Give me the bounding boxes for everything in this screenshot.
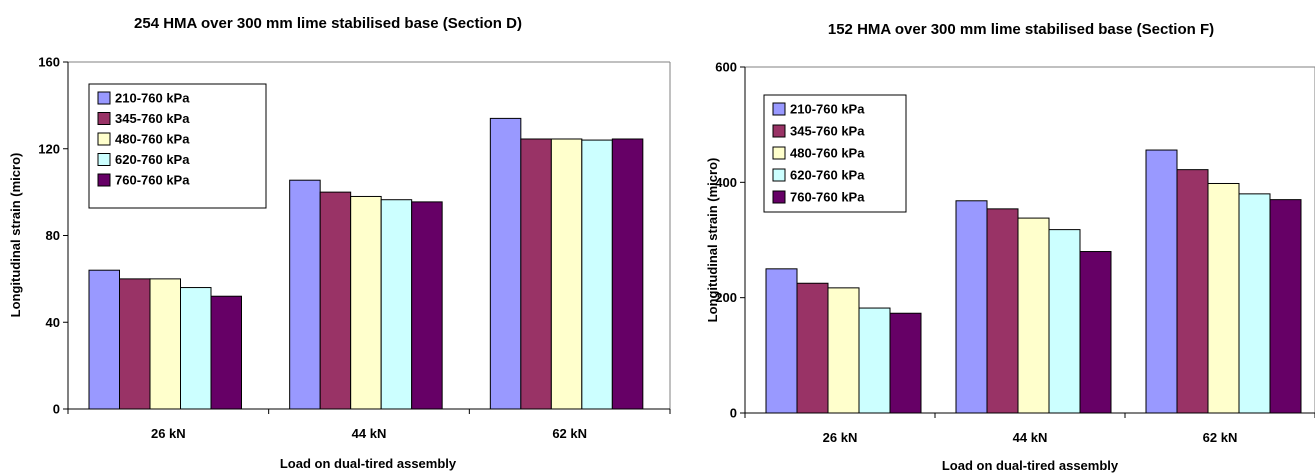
legend-swatch (98, 174, 110, 186)
x-axis-label: Load on dual-tired assembly (280, 456, 457, 471)
legend-swatch (773, 169, 785, 181)
legend-label: 620-760 kPa (790, 168, 865, 183)
bar-480-760kpa-62kn (551, 139, 582, 409)
bar-620-760kpa-44kn (381, 200, 412, 409)
bar-620-760kpa-26kn (859, 308, 890, 413)
legend-label: 345-760 kPa (790, 124, 865, 139)
y-tick-label: 0 (53, 402, 60, 417)
bar-210-760kpa-44kn (290, 180, 321, 409)
bar-345-760kpa-26kn (120, 279, 151, 409)
bar-480-760kpa-26kn (150, 279, 181, 409)
legend-label: 345-760 kPa (115, 111, 190, 126)
y-tick-label: 160 (38, 55, 60, 70)
bar-480-760kpa-26kn (828, 288, 859, 413)
y-tick-label: 0 (730, 406, 737, 421)
y-tick-label: 600 (715, 60, 737, 75)
y-tick-label: 40 (46, 315, 60, 330)
legend-swatch (773, 147, 785, 159)
bar-760-760kpa-62kn (612, 139, 643, 409)
chart-section-d: 254 HMA over 300 mm lime stabilised base… (8, 15, 670, 471)
y-axis-label: Longitudinal strain (micro) (8, 153, 23, 318)
legend-swatch (773, 191, 785, 203)
legend-label: 210-760 kPa (115, 91, 190, 106)
legend-label: 620-760 kPa (115, 152, 190, 167)
bar-345-760kpa-62kn (1177, 170, 1208, 413)
legend-swatch (98, 154, 110, 166)
x-tick-label: 26 kN (151, 426, 186, 441)
y-tick-label: 200 (715, 290, 737, 305)
legend-swatch (773, 125, 785, 137)
bar-760-760kpa-26kn (211, 296, 242, 409)
bar-620-760kpa-44kn (1049, 230, 1080, 413)
legend-swatch (773, 103, 785, 115)
bar-480-760kpa-62kn (1208, 183, 1239, 413)
legend-label: 760-760 kPa (115, 173, 190, 188)
chart-section-f: 152 HMA over 300 mm lime stabilised base… (705, 21, 1315, 473)
x-tick-label: 44 kN (1013, 430, 1048, 445)
bar-210-760kpa-62kn (490, 118, 521, 409)
x-tick-label: 62 kN (1203, 430, 1238, 445)
legend-label: 480-760 kPa (115, 132, 190, 147)
x-tick-label: 62 kN (552, 426, 587, 441)
chart-title: 152 HMA over 300 mm lime stabilised base… (828, 21, 1214, 38)
bar-620-760kpa-26kn (181, 288, 212, 409)
legend-swatch (98, 133, 110, 145)
bar-480-760kpa-44kn (1018, 218, 1049, 413)
bar-760-760kpa-26kn (890, 313, 921, 413)
legend-label: 210-760 kPa (790, 102, 865, 117)
legend: 210-760 kPa 345-760 kPa 480-760 kPa 620-760… (89, 84, 266, 208)
bar-620-760kpa-62kn (1239, 194, 1270, 413)
x-axis-label: Load on dual-tired assembly (942, 458, 1119, 473)
x-tick-label: 26 kN (823, 430, 858, 445)
bar-345-760kpa-44kn (987, 209, 1018, 413)
bar-210-760kpa-62kn (1146, 150, 1177, 413)
legend-swatch (98, 92, 110, 104)
x-tick-label: 44 kN (352, 426, 387, 441)
chart-title: 254 HMA over 300 mm lime stabilised base… (134, 15, 522, 32)
y-tick-label: 400 (715, 175, 737, 190)
legend-label: 760-760 kPa (790, 190, 865, 205)
legend-swatch (98, 113, 110, 125)
bar-345-760kpa-44kn (320, 192, 351, 409)
bar-210-760kpa-26kn (766, 269, 797, 413)
bar-760-760kpa-62kn (1270, 200, 1301, 413)
bar-345-760kpa-26kn (797, 283, 828, 413)
bar-620-760kpa-62kn (582, 140, 613, 409)
bar-210-760kpa-26kn (89, 270, 120, 409)
y-tick-label: 80 (46, 228, 60, 243)
bar-760-760kpa-44kn (412, 202, 443, 409)
legend-label: 480-760 kPa (790, 146, 865, 161)
bar-480-760kpa-44kn (351, 196, 382, 409)
bar-345-760kpa-62kn (521, 139, 552, 409)
bar-210-760kpa-44kn (956, 201, 987, 413)
bar-760-760kpa-44kn (1080, 252, 1111, 413)
y-tick-label: 120 (38, 141, 60, 156)
legend: 210-760 kPa 345-760 kPa 480-760 kPa 620-760… (764, 95, 906, 212)
